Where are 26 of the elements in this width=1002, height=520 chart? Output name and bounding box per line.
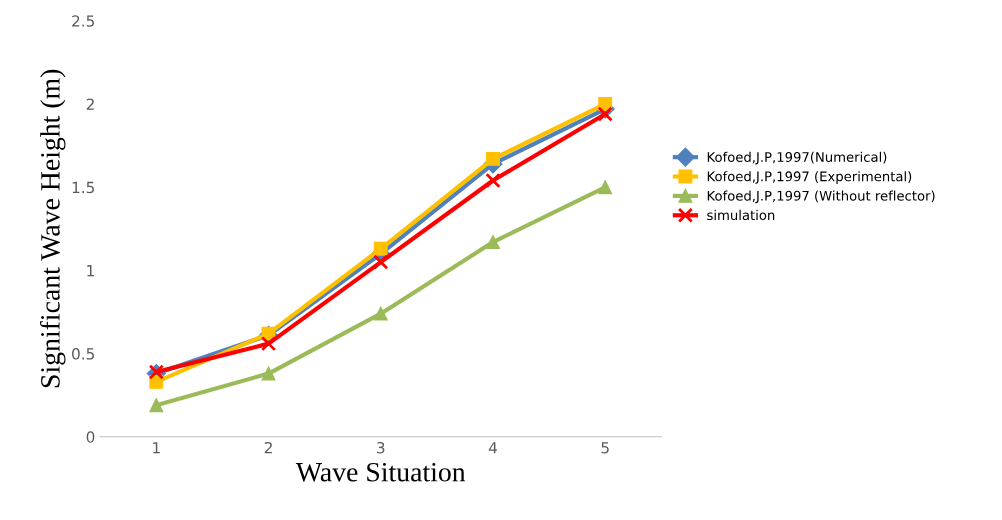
x-tick-label: 3 xyxy=(377,441,385,454)
point xyxy=(260,335,277,352)
x-tick-label: 5 xyxy=(601,442,609,454)
y-tick-label: 0 xyxy=(86,431,95,443)
point xyxy=(261,366,276,381)
legend-label: simulation xyxy=(707,209,775,221)
x-tick-label: 1 xyxy=(153,442,160,454)
y-tick-label: 1 xyxy=(87,265,94,277)
point xyxy=(598,180,613,195)
x-tick-label: 4 xyxy=(488,442,497,454)
legend-label: Kofoed,J.P,1997 (Experimental) xyxy=(707,171,912,184)
y-tick-label: 0.5 xyxy=(72,348,95,360)
point xyxy=(486,151,500,166)
point xyxy=(485,172,501,189)
x-tick-label: 2 xyxy=(264,441,272,454)
point xyxy=(486,235,500,250)
y-tick-label: 1.5 xyxy=(72,181,95,194)
y-tick-label: 2.5 xyxy=(72,15,95,27)
point xyxy=(597,106,613,122)
legend-label: Kofoed,J.P,1997(Numerical) xyxy=(707,151,887,165)
x-axis-title: Wave Situation xyxy=(295,462,466,482)
point xyxy=(149,398,164,413)
point xyxy=(373,306,388,321)
y-axis-title: Significant Wave Height (m) xyxy=(39,69,66,388)
y-tick-label: 2 xyxy=(86,98,94,110)
legend-label: Kofoed,J.P,1997 (Without reflector) xyxy=(707,190,935,204)
